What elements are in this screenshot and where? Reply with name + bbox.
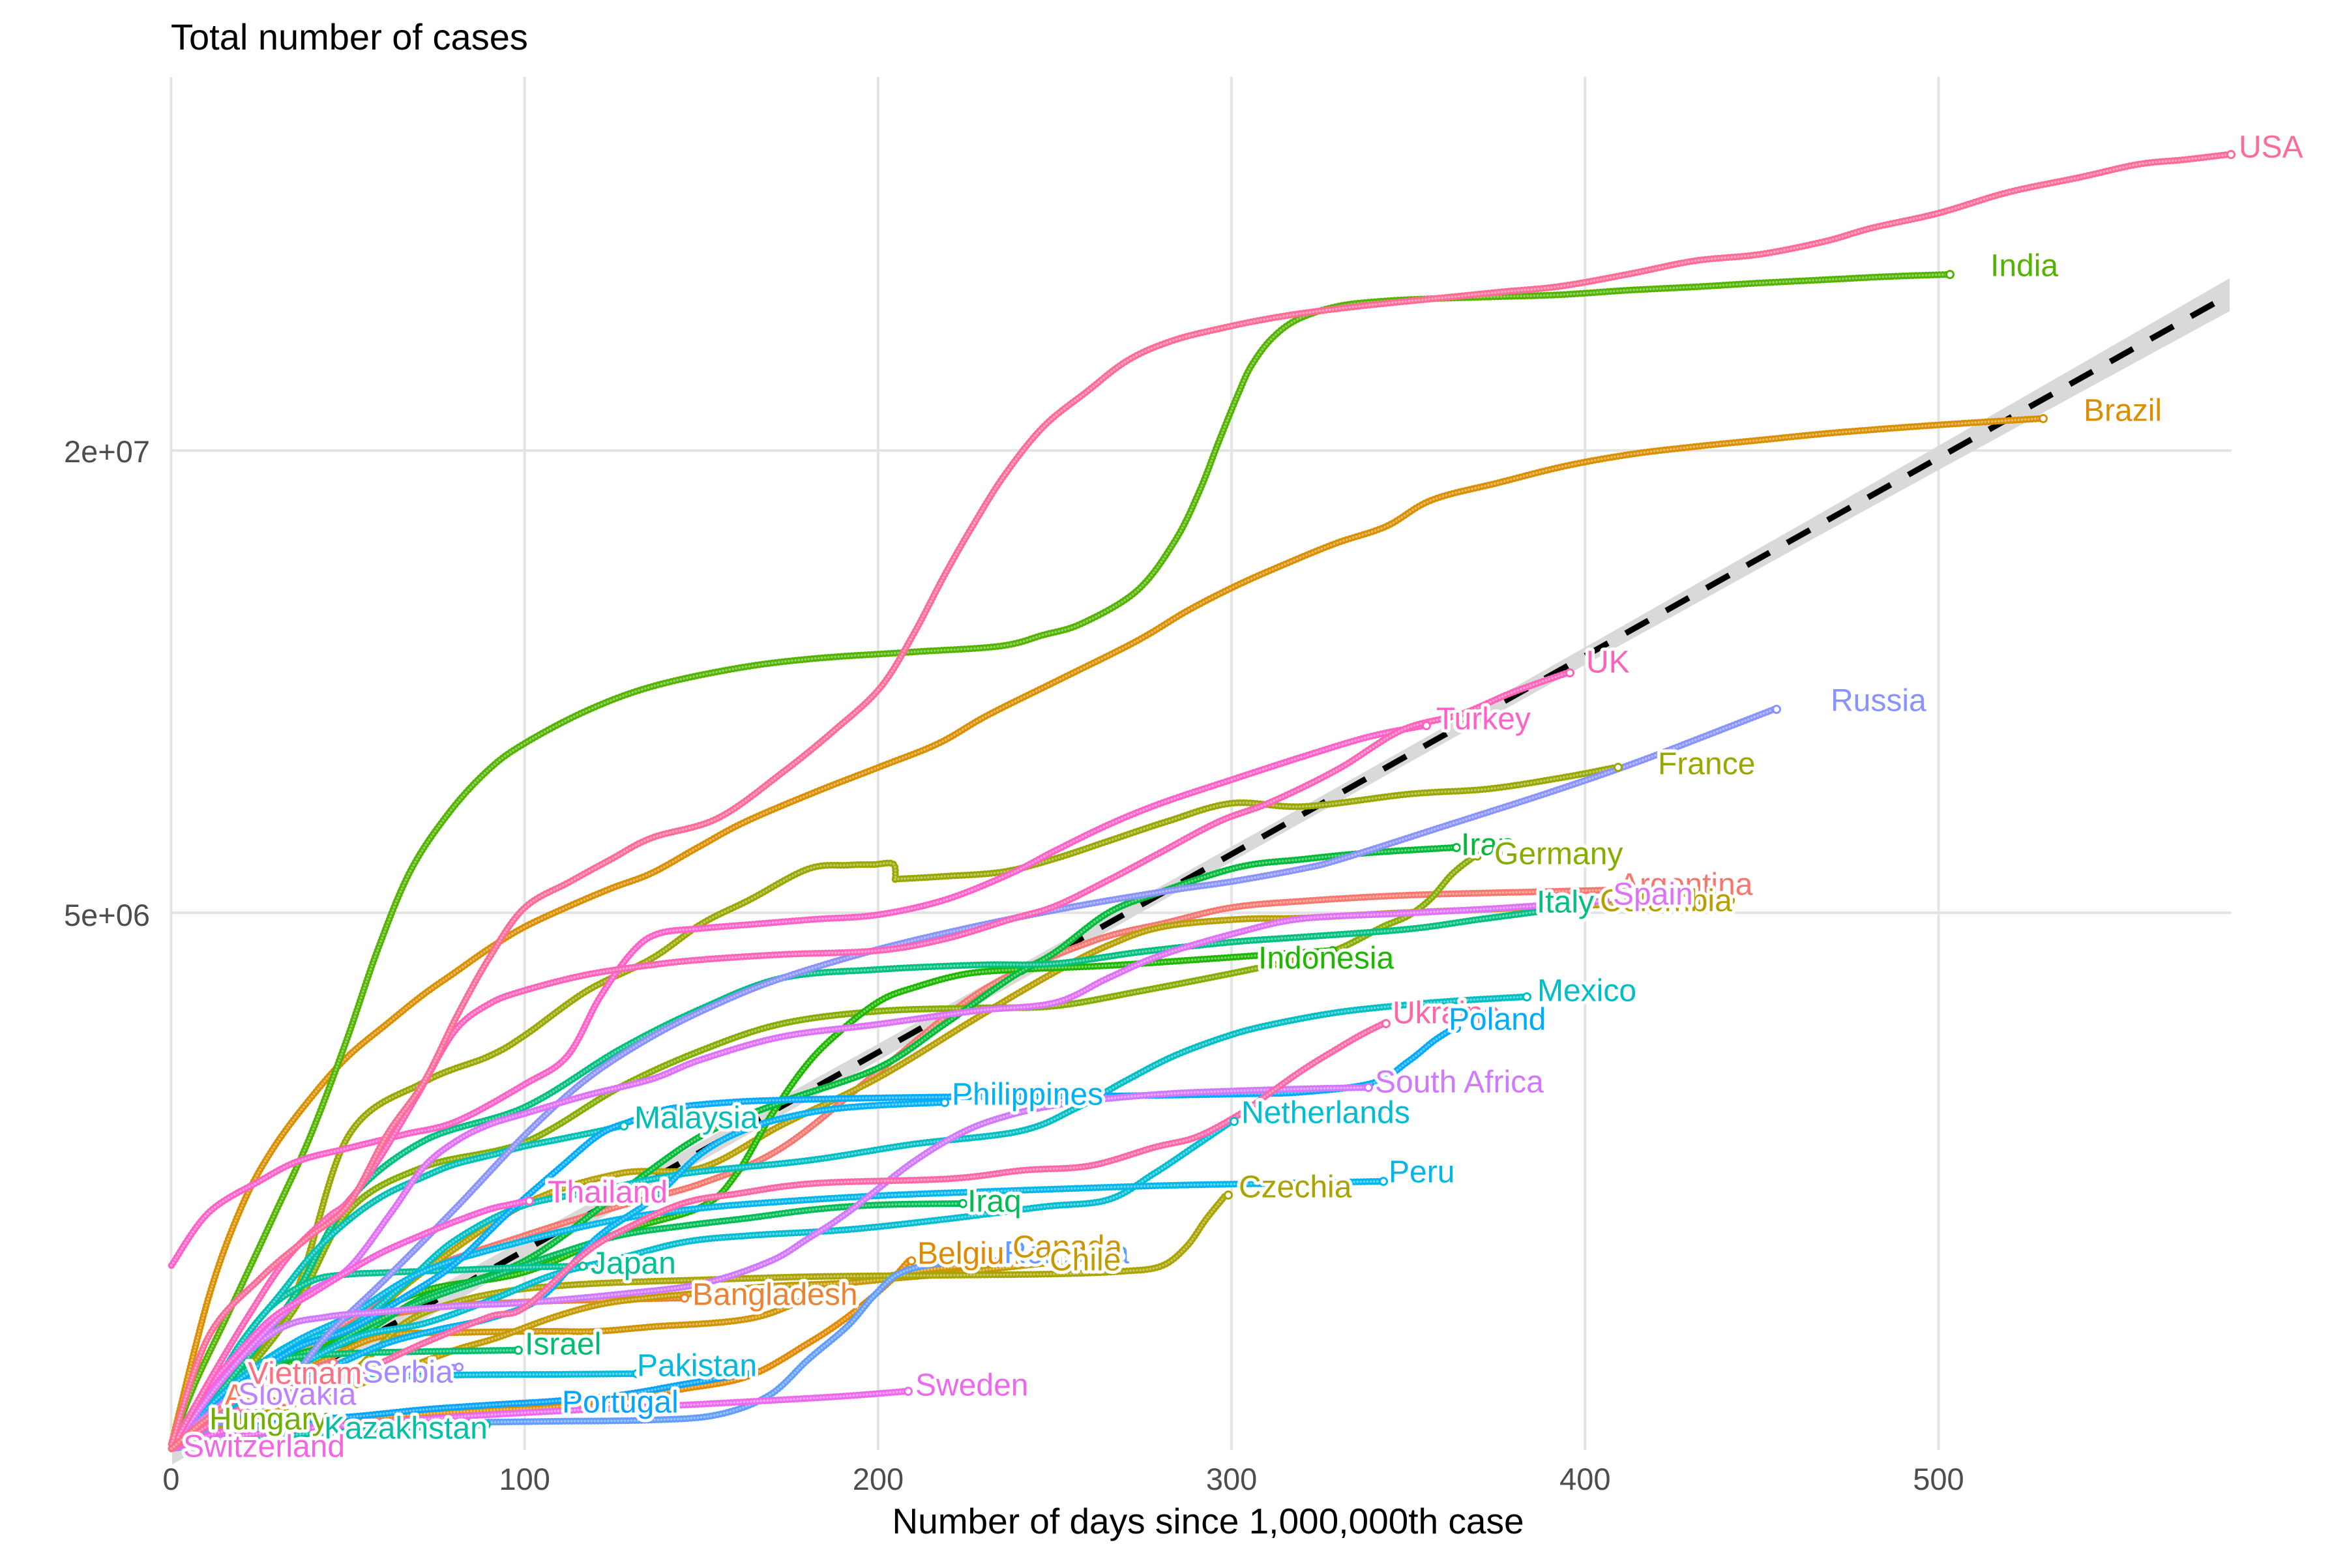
svg-text:Kazakhstan: Kazakhstan <box>324 1412 488 1446</box>
svg-text:2e+07: 2e+07 <box>64 434 150 469</box>
svg-text:Portugal: Portugal <box>562 1385 679 1420</box>
svg-text:Spain: Spain <box>1613 878 1693 912</box>
svg-text:Colombia: Colombia <box>1600 884 1732 919</box>
svg-text:Number of days since 1,000,000: Number of days since 1,000,000th case <box>892 1501 1524 1541</box>
svg-text:France: France <box>1658 747 1755 782</box>
svg-text:Chile: Chile <box>1050 1243 1121 1278</box>
svg-text:Switzerland: Switzerland <box>183 1430 345 1464</box>
svg-text:Vietnam: Vietnam <box>248 1357 362 1391</box>
svg-text:5e+06: 5e+06 <box>64 898 150 932</box>
svg-text:Turkey: Turkey <box>1436 702 1531 737</box>
svg-text:Hungary: Hungary <box>209 1402 327 1437</box>
svg-text:Belgium: Belgium <box>917 1237 1030 1271</box>
svg-text:Serbia: Serbia <box>362 1355 453 1390</box>
svg-text:Israel: Israel <box>525 1327 601 1362</box>
svg-text:0: 0 <box>162 1462 179 1496</box>
svg-text:Argentina: Argentina <box>1619 868 1753 902</box>
svg-text:200: 200 <box>853 1462 904 1496</box>
svg-text:Brazil: Brazil <box>2084 394 2162 428</box>
svg-text:Indonesia: Indonesia <box>1258 941 1394 976</box>
svg-text:Iran: Iran <box>1461 828 1515 863</box>
svg-text:Slovakia: Slovakia <box>238 1378 357 1412</box>
svg-text:UK: UK <box>1586 645 1630 680</box>
svg-text:Philippines: Philippines <box>952 1078 1103 1112</box>
svg-text:USA: USA <box>2239 130 2303 165</box>
svg-text:Iraq: Iraq <box>967 1185 1022 1219</box>
svg-text:Sweden: Sweden <box>915 1368 1028 1403</box>
svg-text:400: 400 <box>1559 1462 1610 1496</box>
svg-text:Czechia: Czechia <box>1239 1170 1352 1205</box>
svg-text:Italy: Italy <box>1537 885 1594 920</box>
svg-text:Germany: Germany <box>1494 837 1623 872</box>
svg-text:Netherlands: Netherlands <box>1241 1096 1410 1131</box>
svg-text:Thailand: Thailand <box>548 1176 668 1210</box>
svg-text:Canada: Canada <box>1012 1230 1122 1265</box>
svg-text:Russia: Russia <box>1831 684 1926 718</box>
svg-text:Mexico: Mexico <box>1537 974 1636 1009</box>
svg-text:Pakistan: Pakistan <box>637 1349 757 1383</box>
svg-text:Malaysia: Malaysia <box>634 1101 758 1136</box>
svg-text:Ukraine: Ukraine <box>1393 996 1500 1031</box>
svg-text:500: 500 <box>1913 1462 1964 1496</box>
svg-text:South Africa: South Africa <box>1375 1065 1544 1100</box>
svg-text:100: 100 <box>499 1462 550 1496</box>
svg-text:Peru: Peru <box>1389 1155 1454 1190</box>
svg-text:India: India <box>1990 249 2058 284</box>
svg-text:Romania: Romania <box>1004 1236 1129 1271</box>
svg-text:Austria: Austria <box>224 1379 322 1413</box>
svg-text:Bangladesh: Bangladesh <box>692 1278 858 1312</box>
svg-text:Japan: Japan <box>591 1247 676 1281</box>
svg-text:300: 300 <box>1206 1462 1257 1496</box>
svg-text:Total number of cases: Total number of cases <box>171 16 528 57</box>
svg-text:Poland: Poland <box>1449 1003 1546 1037</box>
